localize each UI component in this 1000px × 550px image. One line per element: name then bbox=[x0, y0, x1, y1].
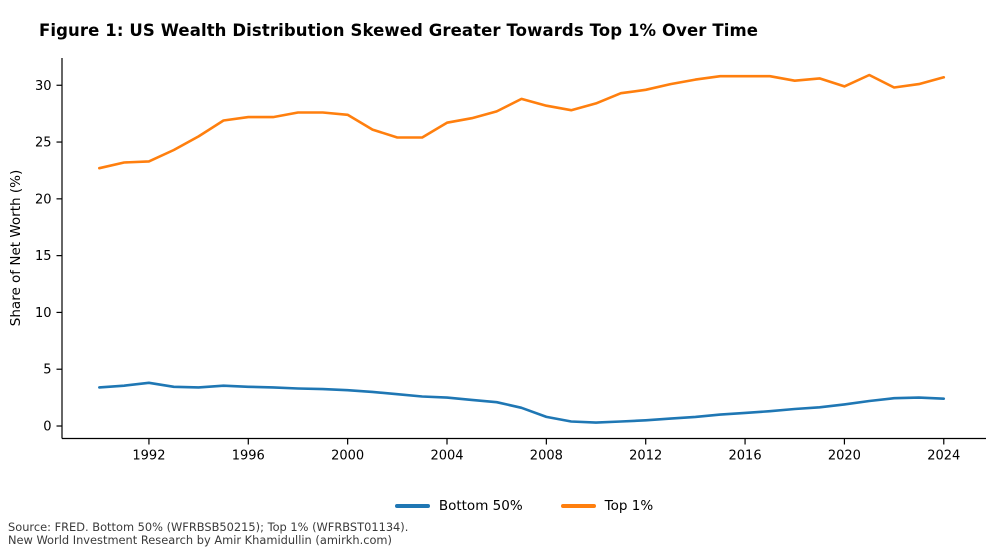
x-tick-label: 2016 bbox=[729, 449, 762, 464]
series-line-top-1 bbox=[98, 73, 946, 170]
y-tick-label: 25 bbox=[35, 136, 52, 151]
chart-title: Figure 1: US Wealth Distribution Skewed … bbox=[39, 21, 759, 40]
y-tick-label: 10 bbox=[35, 306, 52, 321]
legend-label-bottom-50: Bottom 50% bbox=[438, 498, 523, 514]
x-tick-label: 2024 bbox=[927, 449, 960, 464]
y-tick-label: 5 bbox=[43, 363, 51, 378]
x-tick-label: 1992 bbox=[132, 449, 165, 464]
y-tick-label: 20 bbox=[35, 192, 52, 207]
y-tick-label: 0 bbox=[43, 420, 51, 435]
legend-swatch-top-1 bbox=[560, 504, 596, 508]
legend-item-top-1: Top 1% bbox=[560, 498, 654, 514]
x-tick-label: 2008 bbox=[530, 449, 563, 464]
legend-item-bottom-50: Bottom 50% bbox=[394, 498, 523, 514]
legend-label-top-1: Top 1% bbox=[604, 498, 654, 514]
x-tick-label: 2012 bbox=[629, 449, 662, 464]
x-tick-label: 2020 bbox=[828, 449, 861, 464]
source-line-2: New World Investment Research by Amir Kh… bbox=[8, 532, 392, 547]
source-note: Source: FRED. Bottom 50% (WFRBSB50215); … bbox=[8, 521, 408, 546]
series-line-bottom-50 bbox=[98, 381, 946, 424]
source-line-1: Source: FRED. Bottom 50% (WFRBSB50215); … bbox=[8, 520, 409, 534]
y-axis-title: Share of Net Worth (%) bbox=[8, 170, 24, 326]
x-tick-label: 2004 bbox=[430, 449, 463, 464]
y-tick-label: 30 bbox=[35, 79, 52, 94]
y-tick-label: 15 bbox=[35, 249, 52, 264]
x-tick-label: 1996 bbox=[232, 449, 265, 464]
x-tick-label: 2000 bbox=[331, 449, 364, 464]
legend: Bottom 50% Top 1% bbox=[62, 496, 986, 516]
legend-swatch-bottom-50 bbox=[394, 504, 430, 508]
